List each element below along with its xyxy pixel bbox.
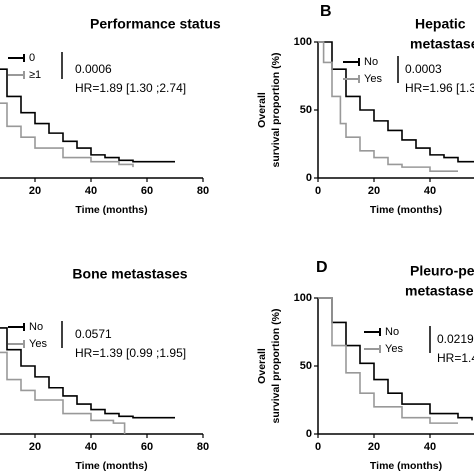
hazard-ratio: HR=1.39 [0.99 ;1.95]	[75, 346, 186, 360]
y-axis-label: Overall	[256, 348, 268, 384]
legend-label: Yes	[29, 338, 47, 350]
y-tick-label: 50	[300, 104, 312, 116]
x-tick-label: 80	[197, 185, 209, 197]
p-value: 0.0003	[405, 62, 442, 76]
y-tick-label: 0	[306, 172, 312, 184]
legend-label: Yes	[364, 73, 382, 85]
x-tick-label: 20	[368, 441, 380, 453]
legend-label: Yes	[385, 343, 403, 355]
y-axis-label: survival proportion (%)	[270, 309, 282, 424]
panel-title: Hepatic	[415, 16, 466, 32]
survival-curve	[318, 297, 473, 421]
x-tick-label: 40	[424, 185, 436, 197]
survival-curve	[0, 102, 134, 168]
y-tick-label: 50	[300, 360, 312, 372]
hazard-ratio: HR=1.96 [1.36 ;2.83]	[405, 81, 474, 95]
x-tick-label: 40	[85, 441, 97, 453]
y-tick-label: 100	[294, 292, 312, 304]
y-axis-label: survival proportion (%)	[270, 53, 282, 168]
panel-label: D	[316, 259, 328, 276]
panel-title: Bone metastases	[72, 266, 187, 282]
p-value: 0.0571	[75, 327, 112, 341]
p-value: 0.0006	[75, 62, 112, 76]
legend-label: 0	[29, 52, 35, 64]
x-tick-label: 0	[315, 185, 321, 197]
x-tick-label: 80	[197, 441, 209, 453]
panel-title: metastases	[410, 36, 474, 52]
x-tick-label: 60	[141, 441, 153, 453]
legend-label: No	[385, 326, 399, 338]
panel-title: Pleuro-peritoneal	[410, 263, 474, 279]
x-tick-label: 20	[29, 185, 41, 197]
x-tick-label: 60	[141, 185, 153, 197]
x-axis-label: Time (months)	[75, 460, 147, 472]
y-tick-label: 0	[306, 428, 312, 440]
legend-label: No	[29, 321, 43, 333]
survival-curve	[0, 68, 175, 163]
survival-curve	[318, 41, 474, 163]
x-tick-label: 0	[315, 441, 321, 453]
x-axis-label: Time (months)	[75, 204, 147, 216]
survival-curve	[0, 327, 175, 419]
panel-title: metastases	[405, 283, 474, 299]
panel-title: Performance status	[90, 16, 221, 32]
x-axis-label: Time (months)	[370, 204, 442, 216]
x-tick-label: 20	[368, 185, 380, 197]
x-axis-label: Time (months)	[370, 460, 442, 472]
hazard-ratio: HR=1.89 [1.30 ;2.74]	[75, 81, 186, 95]
x-tick-label: 20	[29, 441, 41, 453]
legend-label: ≥1	[29, 69, 41, 81]
p-value: 0.0219	[437, 332, 474, 346]
survival-curve	[318, 41, 458, 172]
y-tick-label: 100	[294, 36, 312, 48]
legend-label: No	[364, 56, 378, 68]
survival-curve	[0, 351, 126, 434]
panel-label: B	[320, 3, 332, 20]
y-axis-label: Overall	[256, 92, 268, 128]
survival-curve	[318, 297, 458, 424]
hazard-ratio: HR=1.48	[437, 351, 474, 365]
x-tick-label: 40	[424, 441, 436, 453]
x-tick-label: 40	[85, 185, 97, 197]
